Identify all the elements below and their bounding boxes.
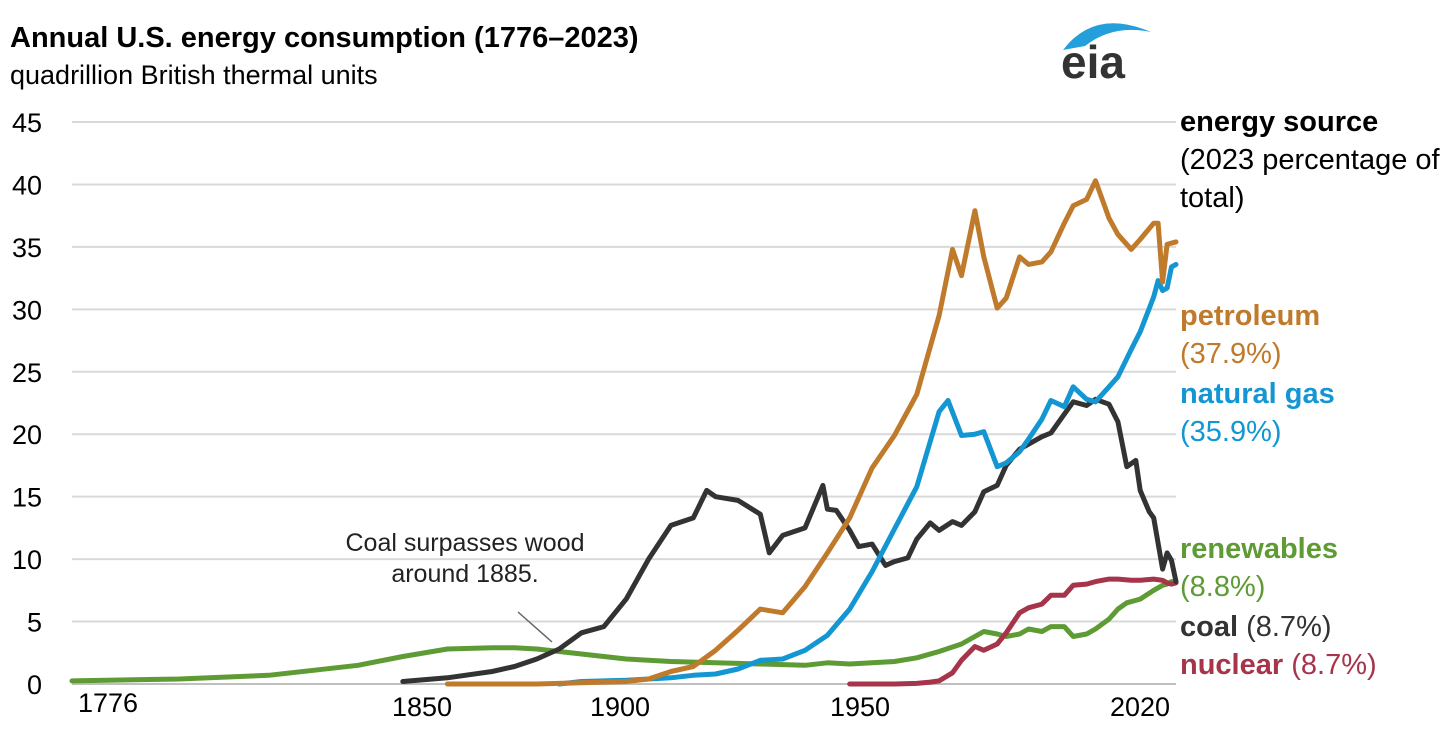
series-line-renewables	[69, 579, 1179, 684]
label-coal-share: (8.7%)	[1246, 611, 1332, 643]
eia-logo: eia	[1061, 23, 1151, 82]
series-lines	[69, 178, 1179, 687]
eia-logo-text: eia	[1061, 36, 1125, 82]
label-petroleum: petroleum (37.9%)	[1180, 297, 1320, 373]
x-tick-label: 1776	[78, 688, 138, 718]
label-natural-gas: natural gas (35.9%)	[1180, 375, 1335, 451]
label-petroleum-name: petroleum	[1180, 300, 1321, 332]
y-axis-ticks: 0 5 10 15 20 25 30 35 40 45	[12, 108, 42, 700]
label-renewables-name: renewables	[1180, 533, 1338, 565]
y-tick-label: 40	[12, 170, 42, 200]
annotation-pointer	[517, 611, 553, 643]
chart-title: Annual U.S. energy consumption (1776–202…	[10, 22, 639, 54]
chart-subtitle: quadrillion British thermal units	[10, 60, 378, 90]
eia-logo-arc	[1063, 23, 1151, 50]
series-line-petroleum	[444, 178, 1179, 687]
y-tick-label: 25	[12, 358, 42, 388]
y-tick-label: 5	[27, 608, 42, 638]
label-nuclear: nuclear (8.7%)	[1180, 646, 1377, 684]
x-tick-label: 1900	[590, 692, 650, 722]
label-natural-gas-share: (35.9%)	[1180, 416, 1282, 448]
annotation-coal-surpasses-wood: Coal surpasses wood around 1885.	[345, 529, 585, 588]
y-tick-label: 45	[12, 108, 42, 138]
legend-header: energy source (2023 percentage of total)	[1180, 103, 1450, 217]
y-tick-label: 30	[12, 295, 42, 325]
x-tick-label: 1950	[830, 692, 890, 722]
legend-title: energy source	[1180, 106, 1379, 138]
series-line-nuclear	[847, 576, 1179, 687]
label-renewables-share: (8.8%)	[1180, 571, 1266, 603]
y-tick-label: 20	[12, 420, 42, 450]
series-line-coal	[400, 396, 1179, 684]
y-tick-label: 15	[12, 483, 42, 513]
label-nuclear-name: nuclear	[1180, 649, 1284, 681]
x-tick-label: 1850	[392, 692, 452, 722]
x-axis-ticks: 1776 1850 1900 1950 2020	[78, 688, 1170, 722]
y-tick-label: 10	[12, 545, 42, 575]
legend-subtitle: (2023 percentage of total)	[1180, 144, 1440, 214]
y-tick-label: 0	[27, 670, 42, 700]
label-petroleum-share: (37.9%)	[1180, 338, 1282, 370]
label-coal: coal (8.7%)	[1180, 608, 1332, 646]
x-tick-label: 2020	[1110, 692, 1170, 722]
grid-lines	[72, 121, 1176, 685]
series-line-natural-gas	[556, 261, 1179, 687]
y-tick-label: 35	[12, 233, 42, 263]
label-natural-gas-name: natural gas	[1180, 378, 1335, 410]
label-renewables: renewables (8.8%)	[1180, 530, 1338, 606]
label-nuclear-share: (8.7%)	[1291, 649, 1377, 681]
label-coal-name: coal	[1180, 611, 1239, 643]
